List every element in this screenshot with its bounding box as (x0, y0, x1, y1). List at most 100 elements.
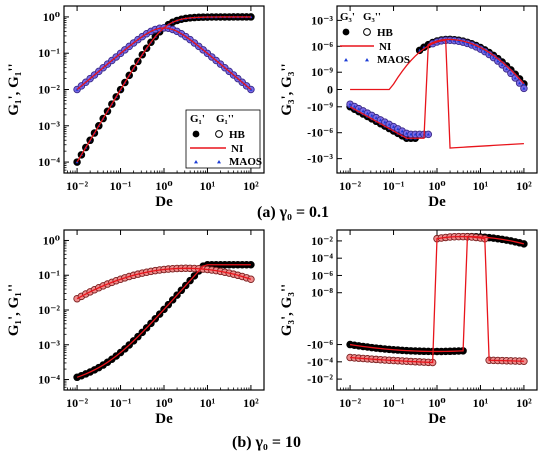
a2-g3pp-maos-marker (383, 120, 387, 124)
y-tick-label: -10⁻² (307, 372, 333, 386)
x-tick-label: 10⁰ (155, 396, 172, 410)
b1-g1pp-ni-line (76, 267, 252, 300)
x-tick-label: 10⁻¹ (110, 179, 132, 193)
legend-a1-maos-marker-2 (217, 160, 221, 164)
y-tick-label: -10⁻⁶ (307, 338, 333, 352)
legend-a2-maos-marker-2 (365, 58, 369, 62)
legend-a2-header-g3p: G₃' (340, 11, 355, 23)
legend-a1-filled-marker (192, 130, 200, 138)
a2-g3pp-maos-marker (478, 47, 482, 51)
a2-g3pp-maos-marker (405, 131, 409, 135)
y-axis-label: G₃', G₃'' (279, 284, 295, 336)
x-tick-label: 10² (516, 179, 532, 193)
y-tick-label: 10⁻⁶ (311, 268, 333, 282)
y-tick-label: 0 (327, 83, 333, 97)
a2-g3pp-maos-marker (465, 41, 469, 45)
legend-a2-hb: HB (377, 27, 394, 39)
a2-g3pp-maos-marker (448, 38, 452, 42)
legend-a1-header-g1pp: G₁'' (216, 113, 234, 125)
a2-g3pp-maos-marker (361, 109, 365, 113)
a2-g3pp-maos-marker (357, 107, 361, 110)
legend-a1-maos: MAOS (229, 156, 262, 168)
y-tick-label: -10⁻⁴ (307, 355, 333, 369)
x-tick-label: 10¹ (200, 396, 216, 410)
x-tick-label: 10⁻² (66, 179, 88, 193)
a2-g3pp-maos-marker (474, 45, 478, 49)
a1-g1pp-ni-line (76, 27, 252, 90)
b1-g1pp-hb-marker (247, 275, 255, 283)
a2-g3pp-maos-marker (370, 113, 374, 117)
x-tick-label: 10¹ (200, 179, 216, 193)
x-axis-label: De (428, 194, 446, 210)
x-axis-label: De (155, 411, 173, 427)
x-tick-label: 10² (243, 396, 259, 410)
x-tick-label: 10⁰ (428, 179, 445, 193)
legend-a1-hb: HB (229, 129, 246, 141)
x-tick-label: 10⁻² (339, 179, 361, 193)
a2-g3pp-maos-marker (505, 67, 509, 71)
a2-g3pp-maos-marker (409, 132, 413, 136)
legend-a2-filled-marker (342, 28, 350, 36)
x-tick-label: 10⁻¹ (383, 396, 405, 410)
a2-g3pp-maos-marker (396, 127, 400, 131)
a2-g3pp-maos-marker (500, 63, 504, 67)
x-tick-label: 10¹ (473, 179, 489, 193)
legend-a2-open-marker (363, 28, 371, 36)
a2-g3pp-ni-line (350, 39, 524, 149)
y-tick-label: 10⁻¹ (38, 46, 60, 60)
a2-g3pp-maos-marker (374, 116, 378, 119)
x-tick-label: 10⁻¹ (110, 396, 132, 410)
legend-a1-header-g1p: G₁' (190, 113, 205, 125)
a2-g3pp-maos-marker (518, 81, 522, 85)
a2-g3pp-maos-marker (461, 40, 465, 44)
legend-a2-maos: MAOS (377, 54, 410, 66)
x-tick-label: 10² (516, 396, 532, 410)
legend-a1: G₁' G₁'' HB NI MAOS (185, 109, 262, 169)
a2-g3pp-maos-marker (392, 125, 396, 128)
y-tick-label: 10⁻³ (311, 13, 333, 27)
y-tick-label: 10⁻² (38, 303, 60, 317)
legend-a2-header-g3pp: G₃'' (363, 11, 381, 23)
y-tick-label: -10⁻³ (307, 152, 333, 166)
y-tick-label: 10⁻⁴ (38, 373, 60, 387)
legend-a2-maos-marker-1 (344, 58, 348, 62)
y-tick-label: 10⁰ (43, 233, 60, 247)
a2-g3pp-maos-marker (413, 132, 417, 136)
legend-a1-maos-marker-1 (194, 160, 198, 164)
caption-b: (b) γ₀ = 10 (232, 434, 301, 451)
a2-g3p-ni-line (349, 38, 525, 139)
y-tick-label: 10⁻⁴ (311, 251, 333, 265)
y-tick-label: 10⁻⁴ (38, 155, 60, 169)
x-tick-label: 10¹ (473, 396, 489, 410)
b2-g3p-ni-line (349, 235, 525, 353)
a2-g3pp-maos-marker (487, 52, 491, 56)
legend-a1-box (185, 109, 261, 169)
a2-g3pp-maos-marker (352, 104, 356, 108)
a2-g3pp-maos-marker (387, 122, 391, 126)
y-tick-label: 10⁰ (43, 10, 60, 24)
y-axis-label: G₁', G₁'' (6, 63, 22, 115)
a2-g3pp-maos-marker (496, 59, 500, 63)
a2-g3pp-maos-marker (400, 129, 404, 133)
a2-g3pp-maos-marker (426, 132, 430, 136)
a2-g3pp-maos-marker (470, 43, 474, 47)
y-tick-label: 10⁻³ (38, 338, 60, 352)
x-axis-label: De (155, 194, 173, 210)
y-tick-label: 10⁻⁸ (311, 286, 333, 300)
a2-g3pp-maos-marker (348, 102, 352, 106)
x-tick-label: 10⁰ (155, 179, 172, 193)
y-tick-label: 10⁻⁹ (311, 65, 333, 79)
legend-a1-open-marker (215, 130, 223, 138)
y-axis-label: G₃', G₃'' (279, 63, 295, 115)
a2-g3pp-maos-marker (418, 132, 422, 136)
caption-a: (a) γ₀ = 0.1 (257, 204, 329, 221)
a2-g3pp-maos-marker (492, 55, 495, 59)
y-tick-label: -10⁻⁹ (307, 100, 333, 114)
a2-g3pp-maos-marker (365, 111, 369, 115)
y-tick-label: 10⁻⁶ (311, 39, 333, 53)
a2-g3pp-maos-marker (452, 39, 456, 42)
legend-a2: G₃' G₃'' HB NI MAOS (340, 11, 410, 66)
a2-g3pp-maos-marker (379, 118, 382, 122)
y-tick-label: 10⁻¹ (38, 268, 60, 282)
